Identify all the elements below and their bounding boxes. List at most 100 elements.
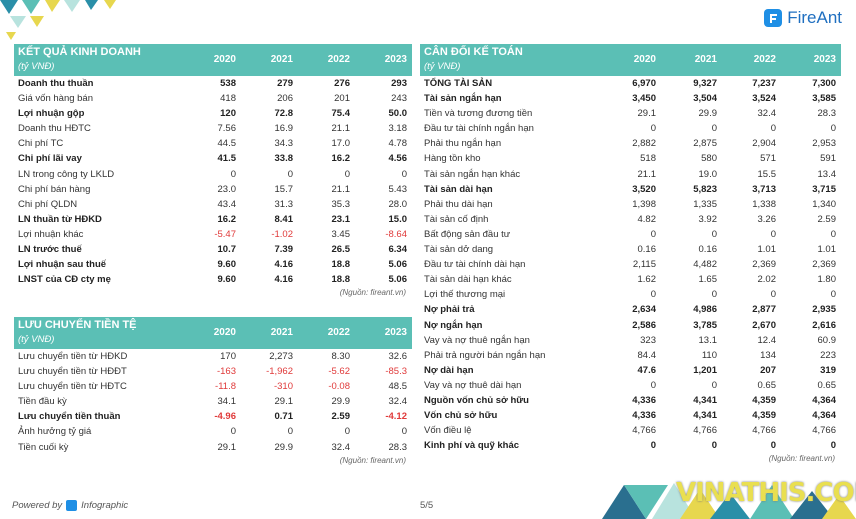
- cell-value: 29.1: [637, 108, 657, 120]
- row-label: LN trong công ty LKLD: [18, 168, 115, 180]
- cell-value: 3,713: [752, 183, 776, 195]
- cell-value: 580: [701, 153, 717, 165]
- cell-value: 0: [830, 440, 836, 452]
- table-row: Tài sản dài hạn khác 1.62 1.65 2.02 1.80: [420, 272, 841, 287]
- cell-value: 4,766: [752, 425, 776, 437]
- cashflow-title: LƯU CHUYỂN TIỀN TỆ: [18, 319, 137, 331]
- cell-value: 41.5: [217, 153, 237, 165]
- row-label: Lưu chuyển tiền thuần: [18, 411, 121, 423]
- table-row: Tiền đầu kỳ 34.1 29.1 29.9 32.4: [14, 394, 412, 409]
- cell-value: 1.01: [757, 244, 777, 256]
- cell-value: 47.6: [637, 364, 657, 376]
- cell-value: 538: [220, 78, 236, 89]
- cell-value: 2,616: [812, 319, 836, 331]
- cell-value: 8.30: [331, 351, 351, 362]
- cell-value: 8.41: [274, 213, 294, 225]
- cell-value: 29.9: [331, 396, 351, 408]
- cell-value: 0: [830, 123, 836, 135]
- cell-value: 2,953: [812, 138, 836, 150]
- row-label: Tài sản ngắn hạn khác: [424, 168, 521, 180]
- cell-value: 0: [770, 440, 776, 452]
- table-row: Lợi thế thương mại 0 0 0 0: [420, 287, 841, 302]
- cell-value: 2,904: [752, 138, 776, 150]
- row-label: Tài sản dài hạn: [424, 183, 493, 195]
- table-row: Nợ phải trả 2,634 4,986 2,877 2,935: [420, 302, 841, 317]
- table-row: Vay và nợ thuê ngắn hạn 323 13.1 12.4 60.9: [420, 333, 841, 348]
- cell-value: 207: [760, 364, 776, 376]
- cell-value: 4.16: [274, 259, 294, 271]
- year-header: 2022: [327, 327, 350, 338]
- cell-value: 571: [760, 153, 776, 165]
- income-statement-panel: KẾT QUẢ KINH DOANH (tỷ VNĐ) 2020 2021 2022 20…: [14, 44, 412, 297]
- cell-value: 0.65: [757, 379, 777, 391]
- cell-value: 0: [650, 228, 656, 240]
- cell-value: -4.12: [385, 411, 407, 423]
- year-header: 2023: [813, 54, 836, 65]
- cell-value: 4,336: [632, 410, 656, 422]
- cell-value: 15.7: [274, 183, 294, 195]
- cell-value: 18.8: [331, 259, 351, 271]
- cell-value: 243: [391, 93, 407, 105]
- cell-value: 16.2: [217, 213, 237, 225]
- row-label: Đầu tư tài chính ngắn hạn: [424, 123, 534, 135]
- cell-value: 2.59: [331, 411, 351, 423]
- source-note: (Nguồn: fireant.vn): [768, 454, 835, 464]
- table-row: LNST của CĐ cty mẹ 9.60 4.16 18.8 5.06: [14, 272, 412, 287]
- row-label: Nợ dài hạn: [424, 364, 474, 376]
- cell-value: 44.5: [217, 138, 237, 150]
- table-row: Chi phí bán hàng 23.0 15.7 21.1 5.43: [14, 182, 412, 197]
- cell-value: 0: [770, 228, 776, 240]
- cell-value: -310: [273, 381, 293, 393]
- cell-value: 1.62: [637, 274, 657, 286]
- row-label: Tiền và tương đương tiền: [424, 108, 533, 120]
- cell-value: 7,300: [812, 78, 836, 89]
- cell-value: 2.02: [757, 274, 777, 286]
- cell-value: 4.56: [388, 153, 408, 165]
- cell-value: 13.1: [698, 334, 718, 346]
- row-label: LNST của CĐ cty mẹ: [18, 274, 111, 286]
- cell-value: 3,785: [693, 319, 717, 331]
- cell-value: 4,766: [812, 425, 836, 437]
- row-label: Doanh thu HĐTC: [18, 123, 91, 135]
- powered-by: Powered by Infographic: [12, 500, 128, 511]
- table-row: TỔNG TÀI SẢN 6,970 9,327 7,237 7,300: [420, 76, 841, 91]
- cell-value: 21.1: [331, 123, 351, 135]
- cell-value: 0: [287, 168, 293, 180]
- cell-value: 276: [334, 78, 350, 89]
- cell-value: 0: [711, 123, 717, 135]
- bottom-right-triangles: [602, 483, 856, 519]
- cell-value: 26.5: [331, 244, 351, 256]
- cell-value: 110: [701, 349, 717, 361]
- cell-value: 3,504: [693, 93, 717, 105]
- cell-value: 319: [820, 364, 836, 376]
- cell-value: 4.78: [388, 138, 408, 150]
- table-row: Vốn điều lệ 4,766 4,766 4,766 4,766: [420, 423, 841, 438]
- row-label: Lưu chuyển tiền từ HĐKD: [18, 351, 128, 362]
- cell-value: 2,634: [632, 304, 656, 316]
- cell-value: 0: [711, 228, 717, 240]
- table-row: Đầu tư tài chính ngắn hạn 0 0 0 0: [420, 121, 841, 136]
- cell-value: 3.26: [757, 213, 777, 225]
- cell-value: 5.06: [388, 274, 408, 286]
- row-label: Ảnh hưởng tỷ giá: [18, 426, 92, 438]
- balance-title: CÂN ĐỐI KẾ TOÁN: [424, 46, 523, 58]
- year-header: 2023: [384, 54, 407, 65]
- row-label: Kinh phí và quỹ khác: [424, 440, 520, 452]
- cell-value: 32.4: [388, 396, 408, 408]
- row-label: Tài sản cố định: [424, 213, 489, 225]
- balance-unit: (tỷ VNĐ): [424, 61, 461, 72]
- cell-value: 4,336: [632, 394, 656, 406]
- row-label: TỔNG TÀI SẢN: [424, 78, 493, 89]
- cell-value: 1,398: [632, 198, 656, 210]
- cell-value: 9,327: [693, 78, 717, 89]
- cell-value: 19.0: [698, 168, 718, 180]
- cell-value: 34.1: [217, 396, 237, 408]
- row-label: Tài sản dở dang: [424, 244, 494, 256]
- row-label: Vay và nợ thuê ngắn hạn: [424, 334, 530, 346]
- table-row: Ảnh hưởng tỷ giá 0 0 0 0: [14, 424, 412, 439]
- cell-value: 16.2: [331, 153, 351, 165]
- table-row: Lưu chuyển tiền từ HĐKD 170 2,273 8.30 32.6: [14, 349, 412, 364]
- table-row: Chi phí lãi vay 41.5 33.8 16.2 4.56: [14, 151, 412, 166]
- cell-value: 279: [277, 78, 293, 89]
- cell-value: 4.82: [637, 213, 657, 225]
